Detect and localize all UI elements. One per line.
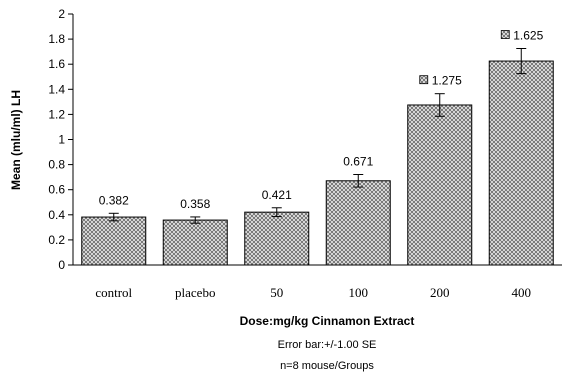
- y-tick-label: 1.2: [48, 107, 65, 121]
- category-label: control: [95, 285, 132, 300]
- bar: [244, 211, 310, 266]
- bar: [488, 60, 554, 266]
- y-tick-label: 0.4: [48, 208, 65, 222]
- y-axis-title: Mean (mlu/ml) LH: [9, 90, 23, 190]
- y-tick-label: 1.8: [48, 32, 65, 46]
- value-label: 1.625: [513, 29, 543, 43]
- error-bar: [434, 93, 445, 117]
- category-label: 200: [430, 285, 450, 300]
- y-tick-label: 0: [58, 258, 65, 272]
- error-bar: [108, 212, 119, 222]
- sample-size-note: n=8 mouse/Groups: [280, 360, 374, 372]
- category-label: placebo: [175, 285, 215, 300]
- legend-key-icon: [419, 75, 429, 85]
- y-tick-label: 1.6: [48, 57, 65, 71]
- y-tick-label: 2: [58, 7, 65, 21]
- bar: [325, 180, 391, 266]
- y-tick-label: 1: [58, 133, 65, 147]
- error-bars-layer: [108, 48, 527, 224]
- y-tick-label: 0.2: [48, 233, 65, 247]
- value-label: 0.421: [262, 188, 292, 202]
- category-label: 50: [270, 285, 283, 300]
- bar: [407, 104, 473, 266]
- value-label: 0.671: [343, 155, 373, 169]
- bar: [162, 219, 228, 266]
- category-label: 400: [512, 285, 532, 300]
- error-bar-note: Error bar:+/-1.00 SE: [278, 339, 377, 351]
- value-labels-layer: 0.382 0.358 0.421 0.671 1.275 1.625: [99, 29, 544, 211]
- value-label: 0.358: [180, 197, 210, 211]
- category-labels-layer: control placebo 50 100 200 400: [95, 285, 531, 300]
- y-ticks-layer: 0 0.2 0.4 0.6 0.8 1 1.2 1.4 1.6 1.8 2: [48, 7, 73, 272]
- y-tick-label: 0.8: [48, 158, 65, 172]
- value-label: 0.382: [99, 193, 129, 207]
- error-bar: [516, 48, 527, 75]
- bar: [81, 216, 147, 266]
- category-label: 100: [349, 285, 369, 300]
- y-tick-label: 0.6: [48, 183, 65, 197]
- error-bar: [271, 207, 282, 218]
- y-tick-label: 1.4: [48, 82, 65, 96]
- legend-key-icon: [500, 30, 510, 39]
- error-bar: [190, 216, 201, 224]
- bars-layer: [81, 60, 554, 266]
- x-axis-title: Dose:mg/kg Cinnamon Extract: [240, 314, 415, 328]
- value-label: 1.275: [432, 74, 462, 88]
- error-bar: [353, 174, 364, 188]
